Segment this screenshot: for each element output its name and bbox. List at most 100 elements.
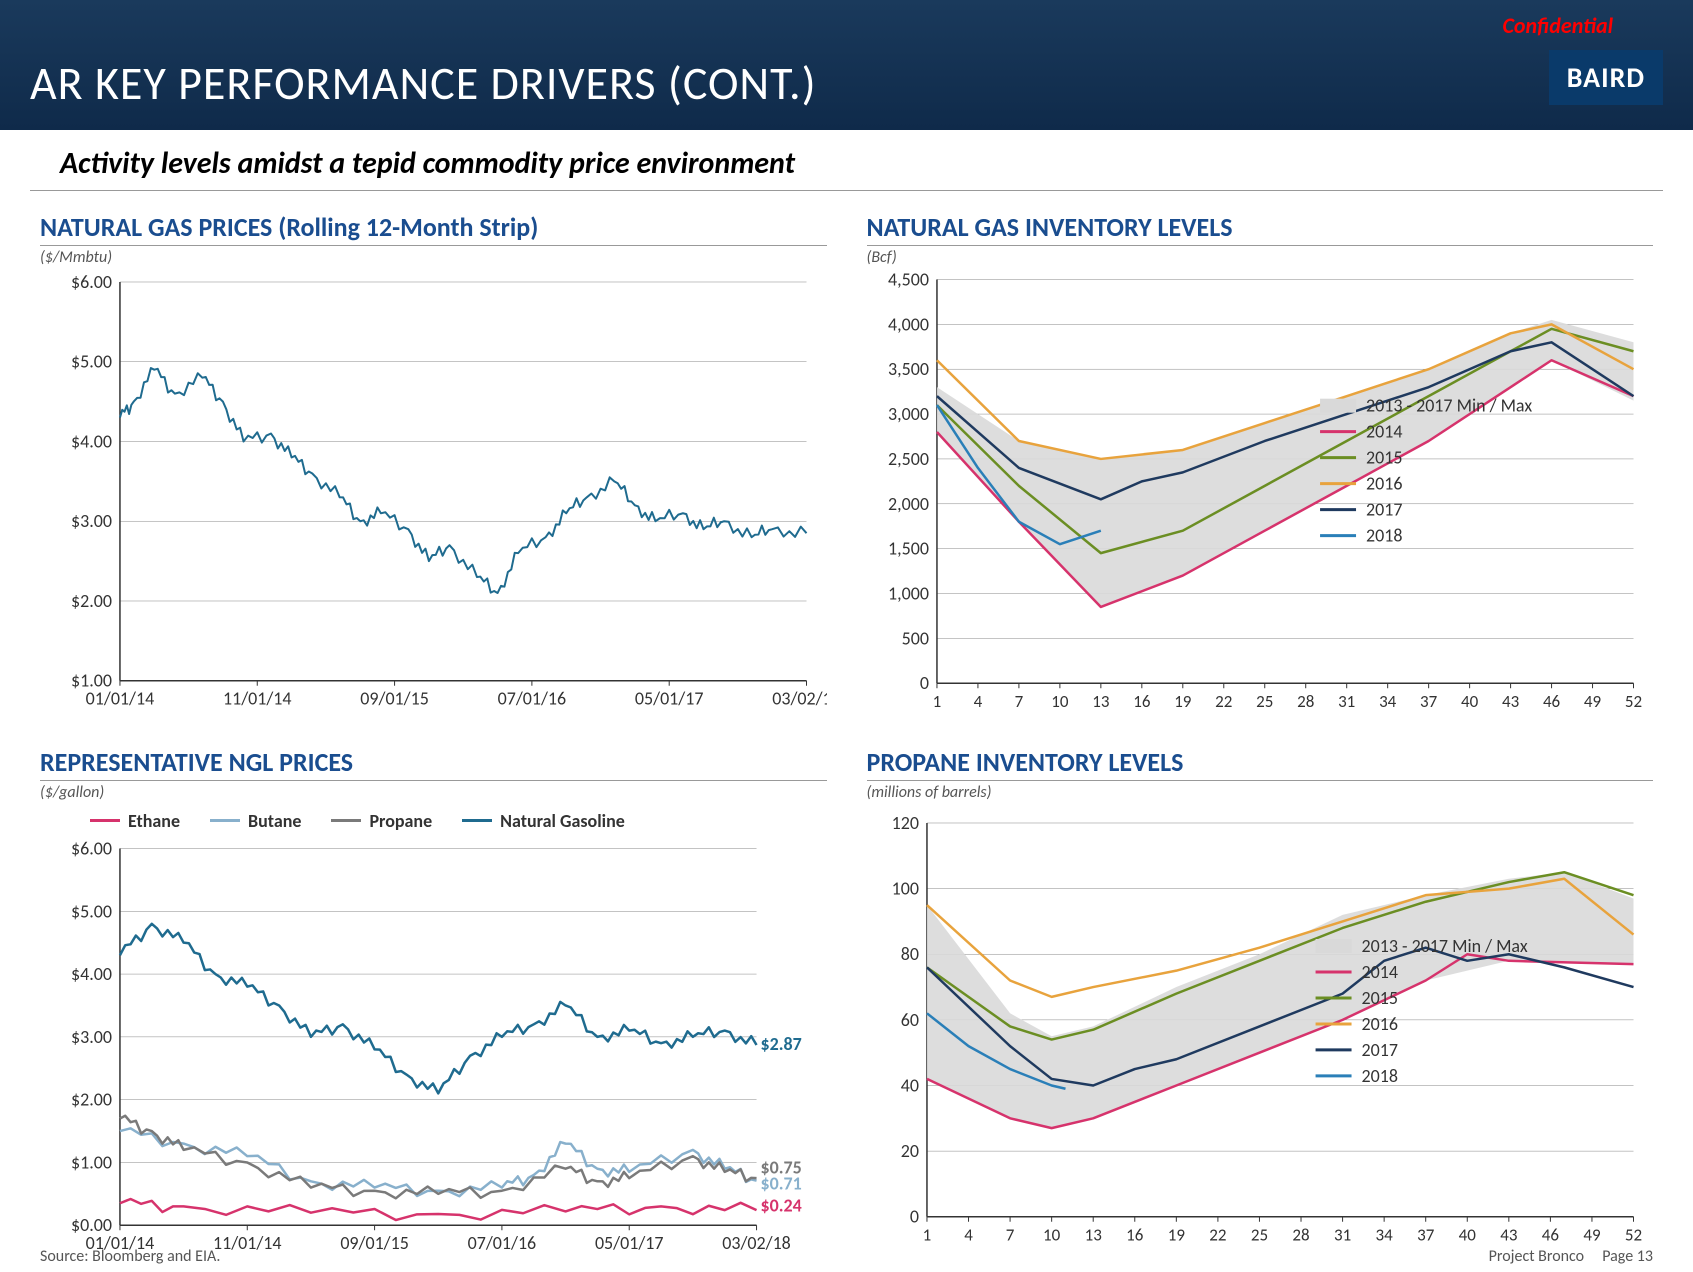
svg-text:$3.00: $3.00 (71, 510, 112, 532)
svg-text:37: 37 (1420, 691, 1438, 712)
svg-text:$0.71: $0.71 (761, 1172, 802, 1194)
chart-area: 0204060801001201471013161922252831343740… (867, 802, 1654, 1268)
chart-legend: Ethane Butane Propane Natural Gasoline (40, 802, 827, 836)
footer-project: Project Bronco (1489, 1247, 1585, 1266)
svg-text:10: 10 (1043, 1224, 1061, 1245)
svg-text:0: 0 (919, 672, 928, 694)
svg-text:2015: 2015 (1366, 447, 1402, 469)
chart-title: PROPANE INVENTORY LEVELS (867, 746, 1654, 781)
svg-text:46: 46 (1541, 1224, 1559, 1245)
svg-text:4,000: 4,000 (888, 313, 929, 335)
svg-text:3,000: 3,000 (888, 403, 929, 425)
svg-text:2016: 2016 (1366, 473, 1402, 495)
svg-text:3,500: 3,500 (888, 358, 929, 380)
svg-text:19: 19 (1167, 1224, 1185, 1245)
chart-svg: $1.00$2.00$3.00$4.00$5.00$6.0001/01/1411… (40, 267, 827, 726)
svg-text:49: 49 (1583, 691, 1601, 712)
svg-text:1,500: 1,500 (888, 538, 929, 560)
chart-subtitle: (Bcf) (867, 248, 1654, 267)
page-subtitle: Activity levels amidst a tepid commodity… (60, 145, 1633, 182)
chart-area: $0.00$1.00$2.00$3.00$4.00$5.00$6.0001/01… (40, 836, 827, 1268)
chart-subtitle: ($/gallon) (40, 783, 827, 802)
svg-text:2017: 2017 (1361, 1039, 1397, 1061)
svg-text:$2.00: $2.00 (71, 590, 112, 612)
legend-swatch (331, 819, 361, 822)
svg-text:2013 - 2017 Min / Max: 2013 - 2017 Min / Max (1361, 935, 1527, 957)
panel-propane-inventory: PROPANE INVENTORY LEVELS (millions of ba… (867, 746, 1654, 1268)
svg-text:500: 500 (901, 627, 928, 649)
svg-text:49: 49 (1583, 1224, 1601, 1245)
svg-text:11/01/14: 11/01/14 (223, 688, 292, 710)
svg-text:28: 28 (1297, 691, 1314, 712)
chart-title: NATURAL GAS INVENTORY LEVELS (867, 211, 1654, 246)
svg-text:$3.00: $3.00 (71, 1026, 112, 1048)
svg-text:$1.00: $1.00 (71, 1151, 112, 1173)
svg-text:25: 25 (1250, 1224, 1267, 1245)
chart-title: REPRESENTATIVE NGL PRICES (40, 746, 827, 781)
page-footer: Source: Bloomberg and EIA. Project Bronc… (40, 1247, 1653, 1266)
svg-text:$5.00: $5.00 (71, 900, 112, 922)
svg-text:22: 22 (1215, 691, 1232, 712)
svg-text:43: 43 (1501, 691, 1518, 712)
svg-text:2015: 2015 (1361, 987, 1397, 1009)
svg-text:0: 0 (909, 1205, 918, 1227)
svg-text:2018: 2018 (1366, 525, 1402, 547)
chart-grid: NATURAL GAS PRICES (Rolling 12-Month Str… (0, 191, 1693, 1241)
svg-text:40: 40 (1461, 691, 1479, 712)
svg-text:13: 13 (1084, 1224, 1101, 1245)
svg-text:31: 31 (1338, 691, 1355, 712)
svg-text:09/01/15: 09/01/15 (360, 688, 429, 710)
svg-text:19: 19 (1174, 691, 1192, 712)
svg-text:7: 7 (1014, 691, 1023, 712)
svg-text:2,000: 2,000 (888, 493, 929, 515)
legend-label: Ethane (128, 810, 180, 832)
svg-text:2018: 2018 (1361, 1065, 1397, 1087)
svg-text:$2.87: $2.87 (761, 1033, 802, 1055)
svg-text:2,500: 2,500 (888, 448, 929, 470)
chart-area: $1.00$2.00$3.00$4.00$5.00$6.0001/01/1411… (40, 267, 827, 726)
legend-label: Butane (248, 810, 301, 832)
brand-logo: BAIRD (1549, 50, 1663, 105)
svg-text:34: 34 (1379, 691, 1397, 712)
svg-text:60: 60 (900, 1009, 918, 1031)
panel-nat-gas-prices: NATURAL GAS PRICES (Rolling 12-Month Str… (40, 211, 827, 726)
svg-text:16: 16 (1133, 691, 1151, 712)
legend-item: Natural Gasoline (462, 810, 625, 832)
svg-text:52: 52 (1624, 1224, 1641, 1245)
svg-text:100: 100 (891, 877, 918, 899)
svg-text:07/01/16: 07/01/16 (498, 688, 567, 710)
legend-swatch (90, 819, 120, 822)
svg-text:1,000: 1,000 (888, 583, 929, 605)
panel-nat-gas-inventory: NATURAL GAS INVENTORY LEVELS (Bcf) 0 500 1… (867, 211, 1654, 726)
svg-text:7: 7 (1005, 1224, 1014, 1245)
svg-text:16: 16 (1126, 1224, 1144, 1245)
svg-text:4: 4 (964, 1224, 973, 1245)
svg-text:$4.00: $4.00 (71, 430, 112, 452)
svg-text:01/01/14: 01/01/14 (86, 688, 155, 710)
svg-text:2014: 2014 (1366, 421, 1402, 443)
svg-text:34: 34 (1375, 1224, 1393, 1245)
chart-svg: 0 500 1,000 1,500 2,000 2,500 3,000 3,500 4,000 4… (867, 267, 1654, 726)
svg-text:28: 28 (1292, 1224, 1309, 1245)
svg-text:52: 52 (1624, 691, 1641, 712)
page-title: AR KEY PERFORMANCE DRIVERS (CONT.) (30, 56, 817, 112)
svg-text:4,500: 4,500 (888, 268, 929, 290)
footer-page: Page 13 (1602, 1247, 1653, 1266)
svg-text:40: 40 (1458, 1224, 1476, 1245)
svg-text:25: 25 (1256, 691, 1273, 712)
svg-text:$2.00: $2.00 (71, 1088, 112, 1110)
chart-subtitle: (millions of barrels) (867, 783, 1654, 802)
subtitle-bar: Activity levels amidst a tepid commodity… (30, 130, 1663, 191)
svg-text:37: 37 (1417, 1224, 1435, 1245)
svg-text:$5.00: $5.00 (71, 351, 112, 373)
svg-text:$0.24: $0.24 (761, 1194, 802, 1216)
svg-text:31: 31 (1333, 1224, 1350, 1245)
svg-text:$6.00: $6.00 (71, 271, 112, 293)
svg-text:1: 1 (932, 691, 941, 712)
legend-item: Propane (331, 810, 432, 832)
svg-text:80: 80 (900, 943, 918, 965)
svg-text:2016: 2016 (1361, 1013, 1397, 1035)
svg-text:4: 4 (973, 691, 982, 712)
svg-text:40: 40 (900, 1074, 918, 1096)
svg-text:05/01/17: 05/01/17 (635, 688, 704, 710)
